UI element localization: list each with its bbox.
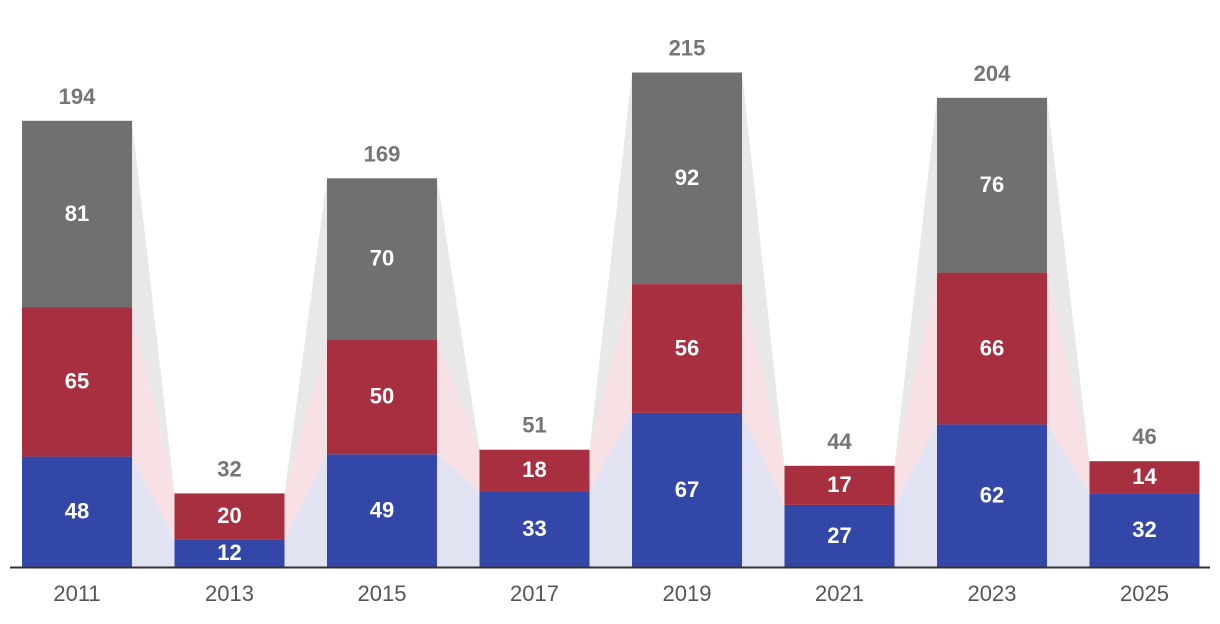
x-tick-label: 2013 xyxy=(205,581,254,606)
segment-value-label: 92 xyxy=(675,165,699,190)
total-value-label: 169 xyxy=(364,141,401,166)
connector-band xyxy=(437,339,480,492)
x-tick-label: 2021 xyxy=(815,581,864,606)
connector-band xyxy=(742,412,785,567)
connector-band xyxy=(589,412,632,567)
segment-value-label: 76 xyxy=(980,172,1004,197)
bar-segment xyxy=(327,454,437,567)
segment-value-label: 48 xyxy=(65,499,89,524)
bar-segment xyxy=(632,72,742,285)
total-value-labels: 194 32 169 51 215 44 204 46 xyxy=(59,36,1157,482)
segment-value-label: 18 xyxy=(522,457,546,482)
bar-segment xyxy=(479,491,590,567)
x-axis-tick-labels: 2011 2013 2015 2017 2019 2021 2023 2025 xyxy=(53,581,1169,606)
segment-value-label: 67 xyxy=(675,477,699,502)
connector-band xyxy=(589,72,632,450)
segment-value-label: 81 xyxy=(65,201,89,226)
connector-bands xyxy=(132,72,1090,567)
bar-segment xyxy=(174,539,285,567)
total-value-label: 204 xyxy=(974,61,1011,86)
total-value-label: 51 xyxy=(522,413,546,438)
segment-value-label: 66 xyxy=(980,335,1004,360)
bar-segment xyxy=(937,272,1047,425)
segment-value-label: 56 xyxy=(675,335,699,360)
segment-value-label: 70 xyxy=(370,246,394,271)
segment-value-label: 49 xyxy=(370,497,394,522)
connector-band xyxy=(132,307,175,540)
bar-segment xyxy=(784,465,895,505)
connector-band xyxy=(284,178,327,494)
connector-band xyxy=(437,178,480,450)
connector-band xyxy=(894,424,937,567)
x-tick-label: 2011 xyxy=(53,581,100,606)
connector-band xyxy=(1047,272,1090,494)
segment-value-label: 14 xyxy=(1132,464,1157,489)
bar-segment xyxy=(22,120,132,308)
connector-band xyxy=(437,454,480,567)
bar-segment xyxy=(327,178,437,340)
bar-segment xyxy=(174,493,285,540)
segment-value-label: 20 xyxy=(217,503,241,528)
total-value-label: 215 xyxy=(669,36,706,61)
segment-value-label: 65 xyxy=(65,369,89,394)
bar-segment xyxy=(479,449,590,492)
bar-segment xyxy=(22,307,132,457)
segment-value-label: 27 xyxy=(827,523,851,548)
connector-band xyxy=(742,72,785,466)
total-value-label: 32 xyxy=(217,456,241,481)
segment-value-label: 33 xyxy=(522,516,546,541)
bar-segment xyxy=(327,339,437,455)
segment-value-label: 17 xyxy=(827,472,851,497)
segment-value-label: 50 xyxy=(370,384,394,409)
segment-value-label: 12 xyxy=(217,540,241,565)
x-tick-label: 2019 xyxy=(663,581,712,606)
x-tick-label: 2015 xyxy=(358,581,407,606)
total-value-label: 46 xyxy=(1132,424,1156,449)
bar-segment xyxy=(784,504,895,567)
total-value-label: 194 xyxy=(59,84,96,109)
bar-segment xyxy=(632,284,742,413)
bar-segment xyxy=(1089,493,1200,567)
bar-segment xyxy=(22,456,132,567)
total-value-label: 44 xyxy=(827,429,852,454)
bar-segment xyxy=(937,97,1047,273)
connector-band xyxy=(1047,97,1090,462)
connector-band xyxy=(589,284,632,492)
connector-band xyxy=(742,284,785,505)
connector-band xyxy=(1047,424,1090,567)
segment-value-label: 32 xyxy=(1132,517,1156,542)
x-tick-label: 2023 xyxy=(968,581,1017,606)
connector-band xyxy=(894,272,937,505)
connector-band xyxy=(284,454,327,567)
segment-value-labels: 48 65 81 12 20 49 50 70 33 18 67 56 92 27 17 62 66 76 32 14 xyxy=(65,165,1158,565)
bar-segment xyxy=(1089,461,1200,494)
segment-value-label: 62 xyxy=(980,483,1004,508)
bar-segments xyxy=(22,72,1200,567)
connector-band xyxy=(284,339,327,540)
x-tick-label: 2017 xyxy=(510,581,559,606)
connector-band xyxy=(132,120,175,494)
connector-band xyxy=(132,456,175,567)
x-tick-label: 2025 xyxy=(1120,581,1169,606)
bar-segment xyxy=(937,424,1047,567)
bar-segment xyxy=(632,412,742,567)
connector-band xyxy=(894,97,937,466)
